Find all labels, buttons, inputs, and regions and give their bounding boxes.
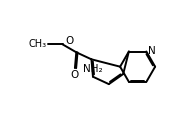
- Text: NH₂: NH₂: [83, 64, 103, 74]
- Text: N: N: [148, 46, 156, 56]
- Text: CH₃: CH₃: [29, 39, 47, 49]
- Text: O: O: [65, 36, 74, 46]
- Text: O: O: [71, 70, 79, 80]
